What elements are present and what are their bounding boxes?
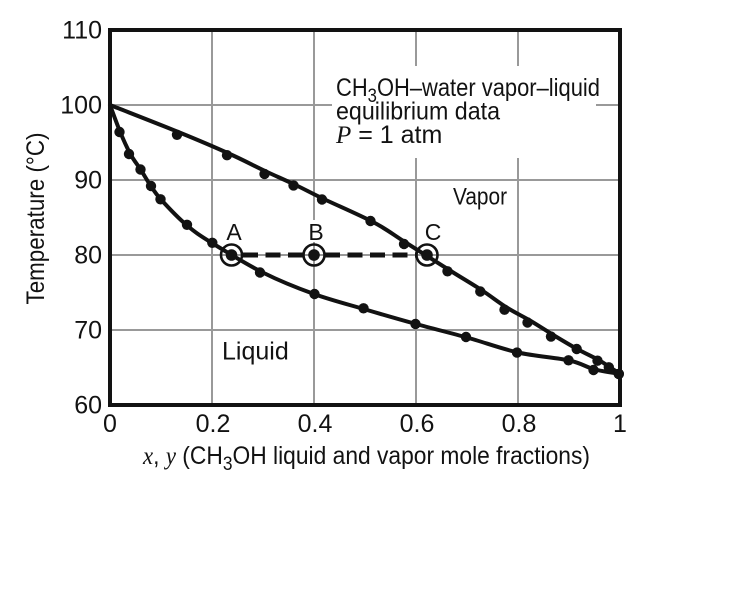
svg-text:60: 60 [74,392,102,420]
svg-text:equilibrium data: equilibrium data [336,98,500,126]
svg-text:0.2: 0.2 [196,410,231,438]
svg-text:80: 80 [74,242,102,270]
svg-text:1: 1 [613,410,627,438]
svg-text:100: 100 [60,92,102,120]
svg-text:70: 70 [74,317,102,345]
svg-text:P = 1 atm: P = 1 atm [335,121,442,149]
svg-text:CH3OH–water vapor–liquid: CH3OH–water vapor–liquid [336,74,600,107]
svg-text:0.6: 0.6 [400,410,435,438]
svg-text:Vapor: Vapor [453,184,507,211]
svg-text:B: B [308,219,323,245]
svg-text:Liquid: Liquid [222,338,289,366]
svg-text:Temperature (°C): Temperature (°C) [22,133,50,305]
svg-text:110: 110 [62,17,102,45]
svg-text:A: A [226,219,242,245]
svg-text:0.4: 0.4 [298,410,333,438]
svg-text:0: 0 [103,410,117,438]
svg-text:C: C [425,219,442,245]
svg-text:0.8: 0.8 [502,410,537,438]
svg-text:x, y (CH3OH liquid and vapor m: x, y (CH3OH liquid and vapor mole fracti… [142,442,590,475]
svg-text:90: 90 [74,167,102,195]
